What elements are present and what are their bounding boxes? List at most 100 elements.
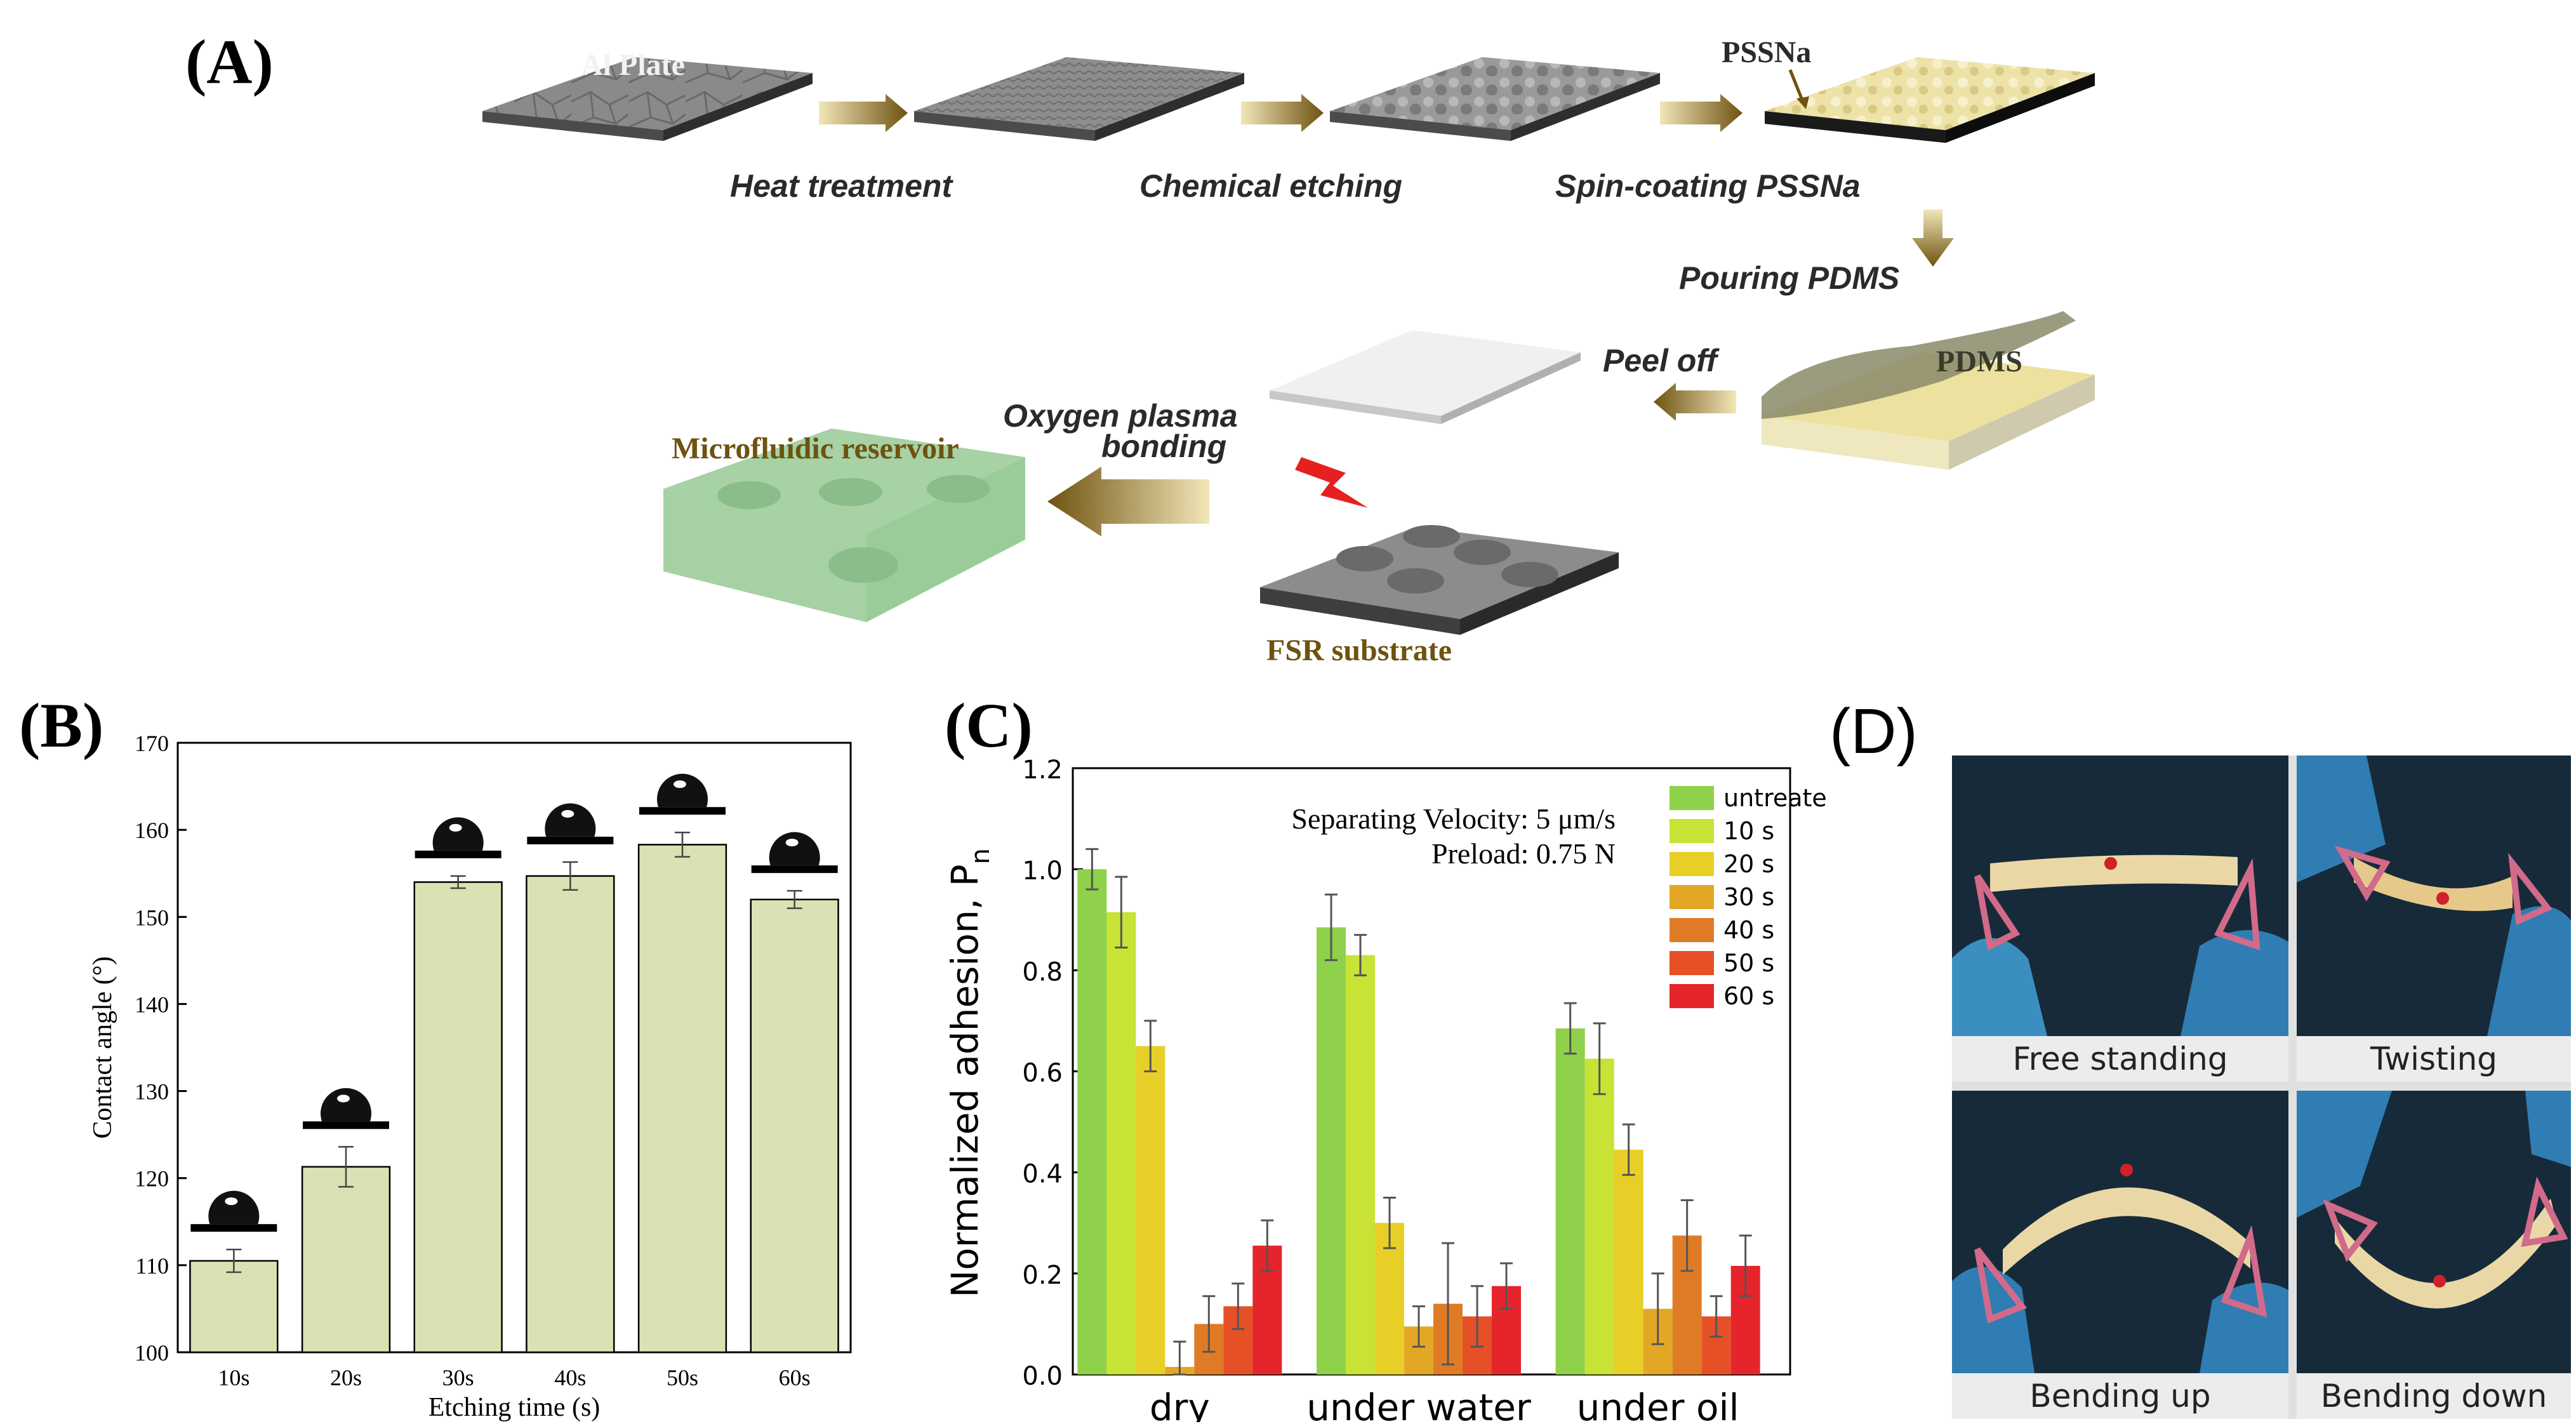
- chart-c-errorbar: [1651, 1272, 1664, 1345]
- arrow-bond: [1047, 467, 1209, 536]
- chart-c-legend-label: 20 s: [1723, 850, 1774, 878]
- microfluidic-reservoir: Microfluidic reservoir: [663, 429, 1025, 622]
- chart-c-errorbar: [1173, 1340, 1186, 1376]
- chart-c-adhesion: 0.0 0.2 0.4 0.6 0.8 1.0 1.2 dry under water under…: [943, 755, 1828, 1422]
- pdms-label: PDMS: [1936, 345, 2022, 378]
- chart-b-xtick-label: 30s: [442, 1365, 474, 1390]
- chart-c-errorbar: [1710, 1295, 1723, 1338]
- chart-c-bar: [1584, 1058, 1614, 1374]
- panel-a-schematic: Al Plate Heat treatment Chemical etching…: [482, 36, 2095, 667]
- arrow-1: [819, 94, 908, 132]
- chart-c-legend-label: 60 s: [1723, 982, 1774, 1010]
- chart-c-ylabel-text: Normalized adhesion, P: [943, 864, 986, 1298]
- chart-c-bar: [1346, 955, 1375, 1374]
- chart-b-errorbar: [450, 875, 466, 889]
- chart-c-errorbar: [1383, 1196, 1396, 1249]
- chart-c-errorbar: [1202, 1295, 1216, 1353]
- arrow-2: [1241, 94, 1324, 132]
- caption-bending-up: Bending up: [1952, 1373, 2288, 1419]
- chart-b-xtick-label: 50s: [667, 1365, 698, 1390]
- chart-b-xlabel: Etching time (s): [428, 1393, 601, 1422]
- chart-c-bar: [1136, 1046, 1165, 1374]
- chart-c-errorbar: [1593, 1022, 1606, 1095]
- chart-c-legend-swatch: [1670, 819, 1714, 843]
- chart-c-errorbar: [1442, 1242, 1454, 1366]
- chart-c-xtick-label: under oil: [1577, 1386, 1739, 1422]
- step-peel-off: Peel off: [1603, 343, 1720, 378]
- chart-c-errorbar: [1261, 1219, 1274, 1272]
- photo-bending-up: [1952, 1091, 2288, 1373]
- chart-c-legend-swatch: [1670, 786, 1714, 810]
- photo-free-standing: [1952, 755, 2288, 1036]
- chart-c-legend-label: 50 s: [1723, 949, 1774, 977]
- chart-b-bar: [637, 844, 727, 1354]
- lightning-icon: [1295, 457, 1368, 508]
- chart-b-errorbar: [787, 889, 802, 909]
- reservoir-label: Microfluidic reservoir: [672, 432, 959, 465]
- al-plate-label: Al Plate: [581, 48, 685, 82]
- chart-c-errorbar: [1232, 1282, 1245, 1330]
- chart-b-plot-frame: [176, 742, 852, 1354]
- step-pouring-pdms: Pouring PDMS: [1679, 260, 1899, 296]
- chart-b-errorbar: [226, 1248, 242, 1274]
- fsr-substrate: FSR substrate: [1260, 525, 1619, 667]
- chart-c-legend-label: untreated: [1723, 784, 1828, 812]
- chart-c-bar: [1077, 869, 1107, 1374]
- chart-b-ylabel: Contact angle (°): [88, 956, 117, 1138]
- chart-c-legend-label: 10 s: [1723, 817, 1774, 845]
- chart-c-bar: [1555, 1028, 1585, 1374]
- chart-c-errorbar: [1115, 875, 1128, 949]
- fsr-label: FSR substrate: [1266, 634, 1452, 667]
- chart-c-errorbar: [1086, 848, 1099, 891]
- chart-c-errorbar: [1471, 1285, 1484, 1348]
- panel-d-label: (D): [1829, 696, 1918, 767]
- chart-c-errorbar: [1412, 1305, 1425, 1348]
- droplet-icon: [303, 1088, 389, 1129]
- chart-b-ytick-label: 160: [135, 818, 169, 843]
- chart-c-errorbar: [1680, 1199, 1694, 1272]
- droplet-icon: [527, 803, 614, 844]
- pssna-plate: PSSNa: [1722, 36, 2095, 143]
- chart-c-legend-swatch: [1670, 984, 1714, 1008]
- step-oxygen-line2: bonding: [1101, 429, 1226, 464]
- chart-b-ytick-label: 110: [135, 1253, 169, 1279]
- chart-b-contact-angle: 100 110 120 130 140 150 160 170 10s 20s 30s 40s 50s 6…: [88, 731, 852, 1422]
- chart-b-ytick-label: 130: [135, 1079, 169, 1105]
- chart-b-xtick-label: 10s: [218, 1365, 249, 1390]
- step-chemical-etching: Chemical etching: [1139, 168, 1402, 204]
- chart-c-xtick-label: dry: [1150, 1386, 1210, 1422]
- chart-b-bar: [301, 1166, 391, 1354]
- rough-plate: [1330, 57, 1660, 141]
- chart-c-errorbar: [1354, 934, 1367, 976]
- chart-c-ytick-label: 1.2: [1022, 755, 1063, 785]
- chart-c-ytick-label: 0.0: [1022, 1362, 1063, 1391]
- arrow-peel: [1654, 383, 1736, 421]
- caption-bending-down: Bending down: [2297, 1373, 2571, 1419]
- chart-b-ytick-label: 120: [135, 1166, 169, 1192]
- caption-free-standing: Free standing: [1952, 1036, 2288, 1082]
- chart-c-legend-swatch: [1670, 885, 1714, 909]
- chart-b-ytick-label: 170: [135, 731, 169, 756]
- chart-b-ytick-label: 150: [135, 905, 169, 930]
- chart-c-legend-swatch: [1670, 918, 1714, 942]
- chart-c-errorbar: [1564, 1002, 1577, 1055]
- chart-c-xtick-label: under water: [1306, 1386, 1531, 1422]
- chart-c-ytick-label: 0.2: [1022, 1261, 1063, 1290]
- chart-c-legend-label: 40 s: [1723, 916, 1774, 944]
- droplet-icon: [190, 1190, 277, 1232]
- chart-c-ytick-label: 1.0: [1022, 856, 1063, 886]
- chart-c-bar: [1106, 912, 1136, 1374]
- etched-plate: [914, 57, 1244, 141]
- chart-b-ytick-label: 140: [135, 992, 169, 1017]
- chart-b-xtick-label: 40s: [554, 1365, 586, 1390]
- pdms-peel: PDMS: [1762, 311, 2095, 470]
- chart-b-errorbar: [562, 861, 578, 891]
- al-plate: Al Plate: [482, 48, 813, 141]
- chart-c-annotation-preload: Preload: 0.75 N: [1431, 837, 1616, 870]
- chart-b-errorbar: [338, 1146, 354, 1188]
- chart-c-ytick-label: 0.4: [1022, 1160, 1063, 1189]
- panel-b-label: (B): [19, 690, 104, 761]
- chart-c-errorbar: [1325, 893, 1338, 961]
- chart-c-annotation-velocity: Separating Velocity: 5 μm/s: [1291, 802, 1616, 835]
- chart-c-ylabel-subscript: n: [966, 848, 995, 864]
